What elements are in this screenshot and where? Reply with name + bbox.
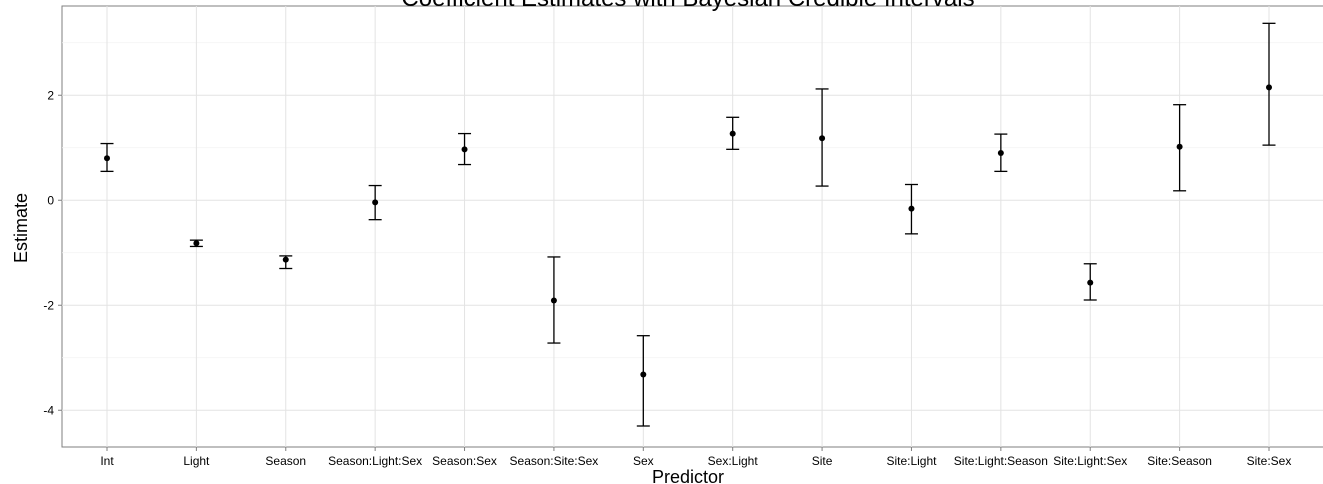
x-tick-label: Site:Light:Season [954, 454, 1048, 468]
x-tick-label: Sex:Light [708, 454, 759, 468]
x-tick-label: Season:Site:Sex [510, 454, 599, 468]
x-tick-label: Site:Season [1147, 454, 1212, 468]
estimate-point [729, 130, 736, 137]
estimate-point [908, 205, 915, 212]
estimate-point [104, 155, 110, 162]
x-tick-label: Site:Light:Sex [1053, 454, 1127, 468]
plot-panel [61, 5, 1323, 448]
x-tick-label: Light [183, 454, 210, 468]
y-axis-title: Estimate [11, 193, 31, 263]
x-tick-label: Season:Sex [432, 454, 497, 468]
x-tick-label: Site:Light [886, 454, 937, 468]
minor-gridlines [62, 42, 1323, 359]
estimate-point [1266, 84, 1272, 91]
estimate-point [282, 256, 289, 263]
estimate-point [997, 150, 1004, 156]
x-tick-label: Season [265, 454, 306, 468]
x-tick-label: Site:Sex [1247, 454, 1292, 468]
x-tick-label: Int [100, 454, 114, 468]
x-tick-label: Site [812, 454, 833, 468]
y-tick-label: -2 [43, 298, 54, 312]
error-bars [100, 22, 1276, 427]
y-tick-label: -4 [43, 403, 54, 417]
estimate-point [461, 146, 468, 153]
estimate-point [640, 371, 647, 378]
y-tick-label: 0 [47, 193, 54, 207]
estimate-point [193, 240, 200, 247]
estimate-point [819, 135, 826, 142]
x-axis-ticks: Int Light Season Season:Light:Sex Season:Sex… [100, 447, 1291, 468]
y-tick-label: 2 [47, 88, 54, 102]
x-tick-label: Sex [633, 454, 654, 468]
y-axis-ticks: -4 -2 0 2 [43, 88, 62, 417]
x-tick-label: Season:Light:Sex [328, 454, 422, 468]
x-axis-title: Predictor [652, 467, 724, 484]
estimate-point [550, 297, 557, 304]
chart-title: Coefficient Estimates with Bayesian Cred… [401, 0, 974, 12]
estimate-point [1087, 279, 1094, 286]
estimate-point [1176, 143, 1183, 150]
estimate-point [372, 199, 379, 206]
